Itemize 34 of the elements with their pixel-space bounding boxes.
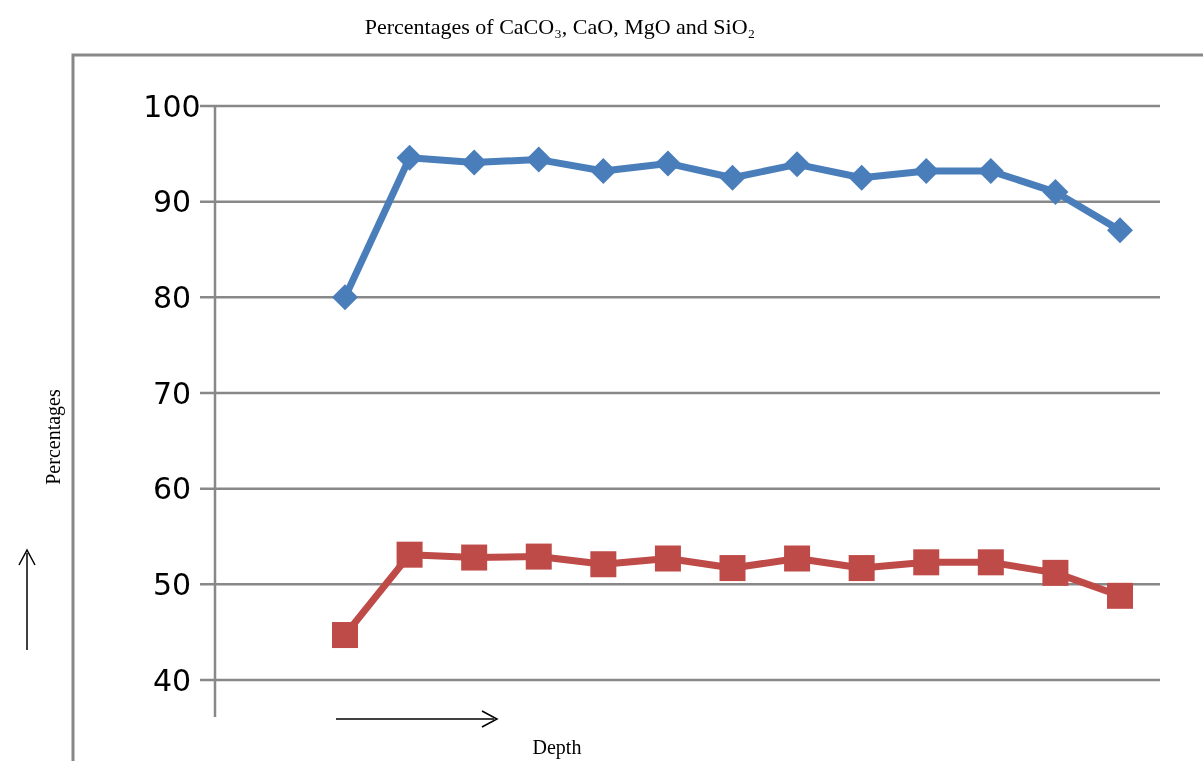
point (913, 549, 940, 576)
point (848, 164, 875, 191)
point (784, 151, 811, 178)
point (332, 622, 358, 649)
y-axis-title: Percentages (42, 389, 65, 485)
point (1107, 217, 1133, 244)
point (461, 149, 488, 176)
y-tick-label: 50 (152, 566, 192, 602)
point (332, 284, 358, 311)
point (977, 549, 1004, 576)
point (654, 150, 681, 177)
point (396, 541, 423, 568)
y-tick-label: 70 (152, 375, 192, 411)
y-tick-label: 100 (143, 88, 201, 124)
y-tick-label: 90 (152, 184, 192, 220)
point (525, 543, 552, 570)
point (396, 144, 423, 171)
y-tick-label: 60 (152, 471, 192, 507)
point (848, 555, 875, 582)
point (1107, 582, 1133, 609)
point (590, 551, 617, 578)
point (590, 158, 617, 185)
point (784, 545, 811, 572)
point (719, 164, 746, 191)
point (1042, 179, 1069, 206)
point (719, 555, 746, 582)
x-axis-title: Depth (532, 736, 582, 759)
point (525, 146, 552, 173)
point (461, 544, 488, 571)
point (654, 545, 681, 572)
chart-title: Percentages of CaCO₃, CaO, MgO and SiO₂ (364, 14, 756, 39)
y-tick-label: 80 (152, 279, 192, 315)
point (1042, 559, 1069, 586)
y-tick-label: 40 (152, 662, 192, 698)
